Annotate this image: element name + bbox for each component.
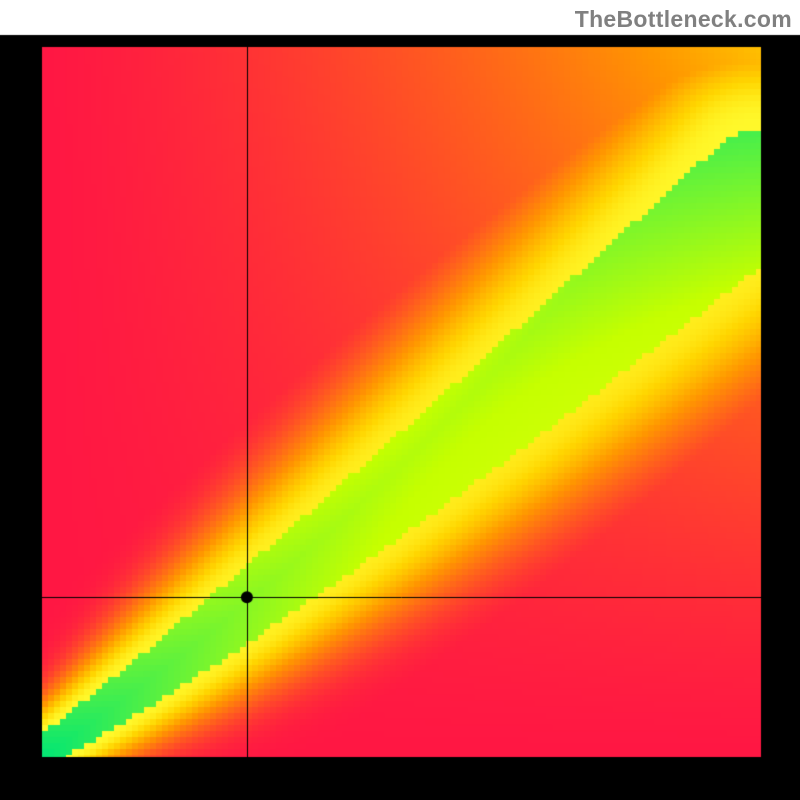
chart-stage: TheBottleneck.com <box>0 0 800 800</box>
heatmap-canvas <box>0 0 800 800</box>
watermark-text: TheBottleneck.com <box>575 6 792 33</box>
